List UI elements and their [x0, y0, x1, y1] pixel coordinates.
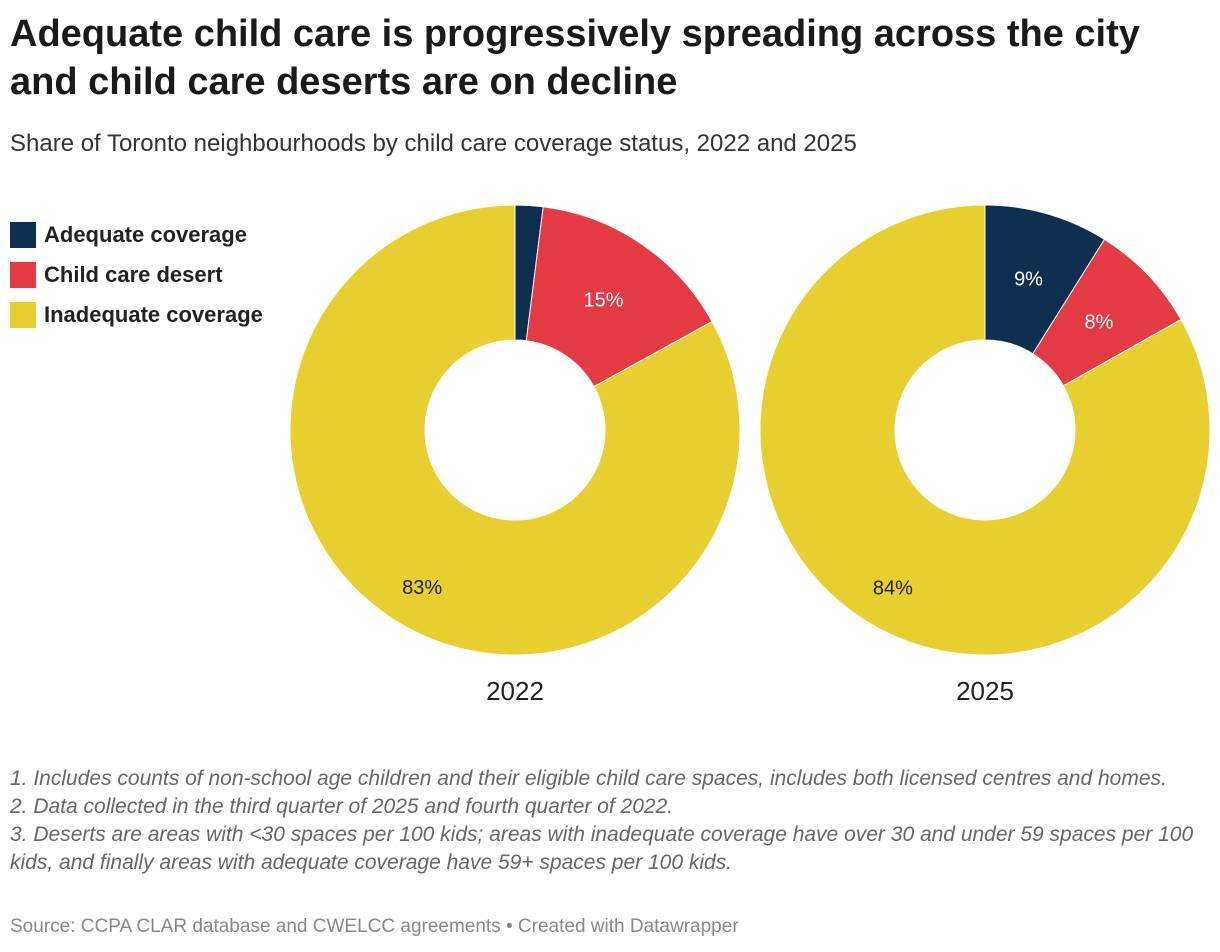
data-label: 8%	[1084, 311, 1113, 333]
donut-slice-2022-1	[525, 206, 713, 388]
data-label: 15%	[584, 290, 624, 312]
legend-swatch	[10, 262, 36, 288]
donut-slice-2025-2	[759, 204, 1211, 656]
data-label: 83%	[402, 577, 442, 599]
legend-item-desert: Child care desert	[10, 255, 263, 295]
legend: Adequate coverage Child care desert Inad…	[10, 215, 263, 335]
donut-slice-2022-2	[289, 204, 741, 656]
legend-label: Inadequate coverage	[44, 302, 263, 327]
footnote: 2. Data collected in the third quarter o…	[10, 795, 674, 818]
footnote: 3. Deserts are areas with <30 spaces per…	[10, 823, 1194, 874]
legend-swatch	[10, 302, 36, 328]
data-label: 9%	[1014, 269, 1043, 291]
legend-item-inadequate: Inadequate coverage	[10, 295, 263, 335]
source-line: Source: CCPA CLAR database and CWELCC ag…	[10, 916, 739, 937]
data-label: 84%	[873, 578, 913, 600]
legend-label: Adequate coverage	[44, 222, 247, 247]
legend-item-adequate: Adequate coverage	[10, 215, 263, 255]
footnote: 1. Includes counts of non-school age chi…	[10, 767, 1167, 790]
chart-label-2025: 2025	[956, 676, 1014, 706]
chart-title: Adequate child care is progressively spr…	[10, 13, 1140, 103]
legend-swatch	[10, 222, 36, 248]
legend-label: Child care desert	[44, 262, 223, 287]
chart-label-2022: 2022	[486, 676, 544, 706]
donut-charts: 15% 83% 2022 9% 8% 84% 2025	[289, 204, 1211, 706]
chart-subtitle: Share of Toronto neighbourhoods by child…	[10, 130, 857, 157]
footnotes: 1. Includes counts of non-school age chi…	[10, 765, 1210, 877]
